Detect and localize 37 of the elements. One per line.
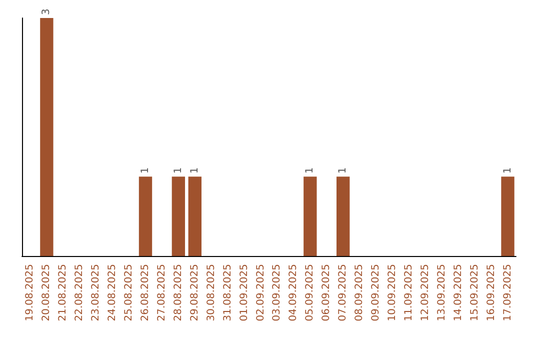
x-tick-label: 28.08.2025 bbox=[172, 264, 184, 322]
x-tick-label: 16.09.2025 bbox=[486, 264, 497, 322]
x-tick-label: 11.09.2025 bbox=[403, 264, 414, 322]
x-tick-label: 05.09.2025 bbox=[304, 264, 316, 322]
x-tick-label: 06.09.2025 bbox=[321, 264, 332, 322]
x-tick-label: 12.09.2025 bbox=[420, 264, 431, 322]
x-tick-label: 10.09.2025 bbox=[387, 264, 398, 322]
data-label: 1 bbox=[140, 167, 151, 174]
x-tick-label: 19.08.2025 bbox=[24, 264, 36, 322]
x-tick-label: 17.09.2025 bbox=[502, 264, 514, 322]
x-tick-label: 25.08.2025 bbox=[124, 264, 135, 322]
x-tick-label: 14.09.2025 bbox=[452, 264, 464, 322]
x-tick-label: 09.09.2025 bbox=[370, 264, 382, 322]
x-tick-label: 27.08.2025 bbox=[156, 264, 168, 322]
x-tick-label: 30.08.2025 bbox=[206, 264, 217, 322]
x-tick-label: 15.09.2025 bbox=[469, 264, 480, 322]
x-tick-label: 29.08.2025 bbox=[189, 264, 200, 322]
x-tick-label: 01.09.2025 bbox=[238, 264, 250, 322]
x-tick-label: 04.09.2025 bbox=[288, 264, 300, 322]
x-tick-label: 13.09.2025 bbox=[436, 264, 448, 322]
x-tick-label: 08.09.2025 bbox=[354, 264, 366, 322]
x-tick-label: 23.08.2025 bbox=[90, 264, 102, 322]
data-label: 1 bbox=[304, 167, 316, 174]
x-tick-label: 03.09.2025 bbox=[272, 264, 283, 322]
data-label: 3 bbox=[41, 8, 52, 15]
data-label: 1 bbox=[172, 167, 184, 174]
x-tick-label: 07.09.2025 bbox=[338, 264, 349, 322]
x-tick-label: 21.08.2025 bbox=[58, 264, 69, 322]
x-tick-label: 02.09.2025 bbox=[255, 264, 266, 322]
data-label: 1 bbox=[338, 167, 349, 174]
x-tick-label: 22.08.2025 bbox=[74, 264, 86, 322]
data-label: 1 bbox=[189, 167, 200, 174]
data-label: 1 bbox=[502, 167, 514, 174]
x-tick-label: 20.08.2025 bbox=[41, 264, 52, 322]
x-tick-label: 31.08.2025 bbox=[222, 264, 234, 322]
x-tick-label: 26.08.2025 bbox=[140, 264, 151, 322]
x-tick-label: 24.08.2025 bbox=[107, 264, 118, 322]
